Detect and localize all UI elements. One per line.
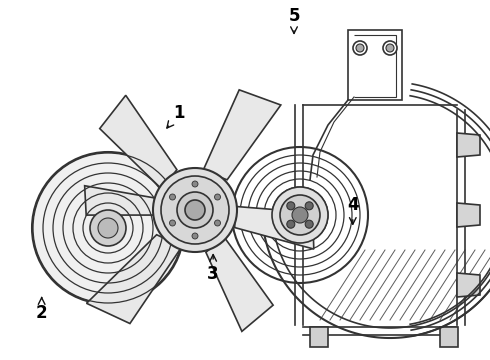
Polygon shape — [440, 327, 458, 347]
Circle shape — [383, 41, 397, 55]
Circle shape — [98, 218, 118, 238]
Text: 1: 1 — [167, 104, 185, 128]
Circle shape — [305, 202, 313, 210]
Circle shape — [215, 220, 220, 226]
Circle shape — [353, 41, 367, 55]
Polygon shape — [85, 186, 156, 215]
Text: 5: 5 — [288, 7, 300, 33]
Polygon shape — [87, 235, 182, 324]
Circle shape — [32, 152, 184, 304]
Polygon shape — [206, 237, 273, 331]
Circle shape — [287, 202, 295, 210]
Text: 3: 3 — [207, 255, 219, 283]
Circle shape — [153, 168, 237, 252]
Polygon shape — [457, 133, 480, 157]
Text: 4: 4 — [347, 196, 359, 224]
Circle shape — [170, 194, 175, 200]
Circle shape — [177, 192, 213, 228]
Circle shape — [215, 194, 220, 200]
Circle shape — [287, 220, 295, 228]
Circle shape — [280, 195, 320, 235]
Polygon shape — [457, 203, 480, 227]
Circle shape — [292, 207, 308, 223]
Circle shape — [192, 181, 198, 187]
Circle shape — [161, 176, 229, 244]
Circle shape — [356, 44, 364, 52]
Polygon shape — [310, 327, 328, 347]
Polygon shape — [203, 90, 281, 180]
Circle shape — [90, 210, 126, 246]
Circle shape — [185, 200, 205, 220]
Circle shape — [386, 44, 394, 52]
Text: 2: 2 — [36, 298, 48, 322]
Circle shape — [305, 220, 313, 228]
Circle shape — [170, 220, 175, 226]
Circle shape — [272, 187, 328, 243]
Polygon shape — [234, 206, 314, 249]
Polygon shape — [457, 273, 480, 297]
Polygon shape — [100, 95, 177, 189]
Circle shape — [192, 233, 198, 239]
